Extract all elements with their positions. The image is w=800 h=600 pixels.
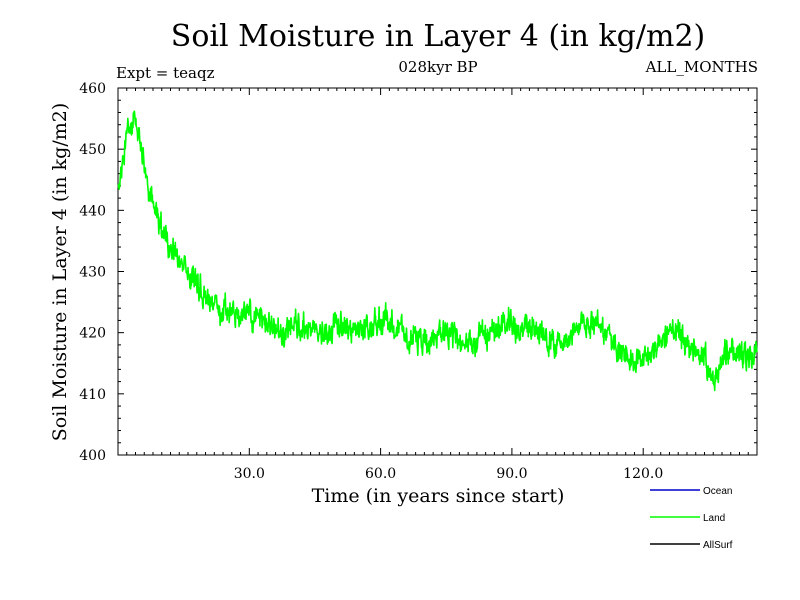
y-tick-label: 450 [79,142,106,158]
x-tick-label: 60.0 [365,466,396,482]
legend-label-land: Land [703,513,725,524]
y-tick-label: 440 [79,203,106,219]
legend: Ocean Land AllSurf [650,486,733,551]
y-tick-label: 430 [79,265,106,281]
series-line-land [117,110,758,392]
y-tick-label: 410 [79,387,106,403]
chart-title: Soil Moisture in Layer 4 (in kg/m2) [171,19,705,54]
y-axis-label: Soil Moisture in Layer 4 (in kg/m2) [49,103,71,442]
x-tick-label: 90.0 [496,466,527,482]
legend-label-ocean: Ocean [703,486,732,497]
x-axis-label: Time (in years since start) [312,485,565,507]
y-axis-ticks: 400 410 420 430 440 450 460 [79,81,757,464]
legend-label-allsurf: AllSurf [703,540,733,551]
y-tick-label: 420 [79,326,106,342]
months-label: ALL_MONTHS [645,58,758,76]
experiment-label: Expt = teaqz [116,64,215,82]
plot-frame [117,87,758,456]
period-label: 028kyr BP [398,58,477,76]
y-tick-label: 460 [79,81,106,97]
plot-area [117,110,758,392]
x-tick-label: 30.0 [234,466,265,482]
y-tick-label: 400 [79,448,106,464]
x-tick-label: 120.0 [623,466,663,482]
x-axis-ticks: 30.0 60.0 90.0 120.0 [126,88,749,482]
